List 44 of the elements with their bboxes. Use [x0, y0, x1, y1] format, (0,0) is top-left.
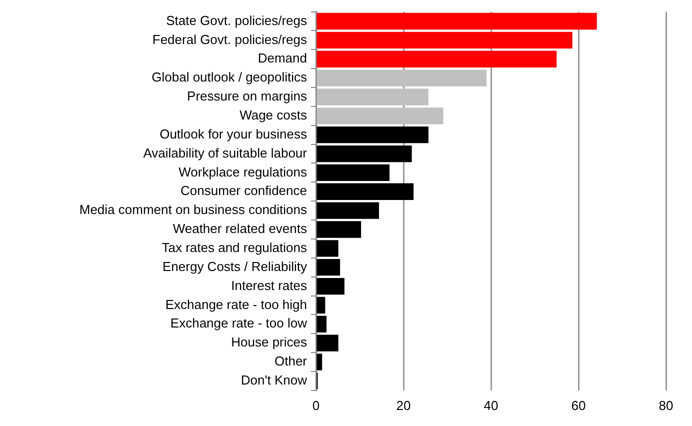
bar — [316, 221, 362, 238]
y-tick-label: Demand — [258, 50, 307, 66]
x-tick-label: 60 — [571, 398, 586, 413]
y-tick-label: Outlook for your business — [160, 126, 308, 142]
bar — [316, 145, 412, 162]
y-tick-label: Workplace regulations — [178, 164, 308, 180]
y-tick-label: Tax rates and regulations — [162, 240, 308, 256]
bar — [316, 278, 344, 295]
bar — [316, 164, 390, 182]
y-tick-label: Pressure on margins — [187, 88, 308, 104]
bar — [316, 12, 597, 30]
bar — [316, 316, 326, 332]
x-tick-label: 20 — [396, 398, 411, 413]
bar — [316, 240, 338, 257]
bar — [316, 354, 322, 370]
y-tick-label: Don't Know — [240, 372, 308, 388]
y-tick-label: Weather related events — [172, 221, 308, 236]
bar — [316, 183, 414, 200]
y-tick-label: Exchange rate - too low — [170, 316, 308, 331]
y-tick-label: Federal Govt. policies/regs — [152, 32, 308, 47]
bar — [316, 259, 340, 276]
x-tick-label: 0 — [312, 398, 320, 413]
bar — [316, 88, 428, 106]
y-tick-label: Exchange rate - too high — [165, 296, 307, 312]
y-tick-label: Interest rates — [231, 278, 308, 293]
bar — [316, 70, 487, 86]
y-tick-label: State Govt. policies/regs — [166, 12, 308, 28]
y-tick-label: Wage costs — [240, 107, 308, 122]
y-tick-label: Consumer confidence — [180, 183, 307, 198]
bar — [316, 202, 379, 219]
y-tick-label: Energy Costs / Reliability — [162, 258, 308, 274]
x-tick-label: 40 — [484, 398, 498, 413]
bar — [316, 50, 557, 68]
y-tick-label: Availability of suitable labour — [143, 145, 308, 160]
bar — [316, 334, 338, 352]
y-tick-label: Media comment on business conditions — [79, 202, 308, 218]
bar — [316, 296, 326, 314]
x-tick-label: 80 — [658, 398, 674, 413]
y-tick-label: Other — [274, 354, 308, 369]
y-tick-label: Global outlook / geopolitics — [152, 70, 308, 85]
bar — [316, 108, 444, 124]
y-tick-label: House prices — [231, 334, 308, 350]
bar — [316, 32, 572, 49]
bar — [316, 126, 428, 144]
